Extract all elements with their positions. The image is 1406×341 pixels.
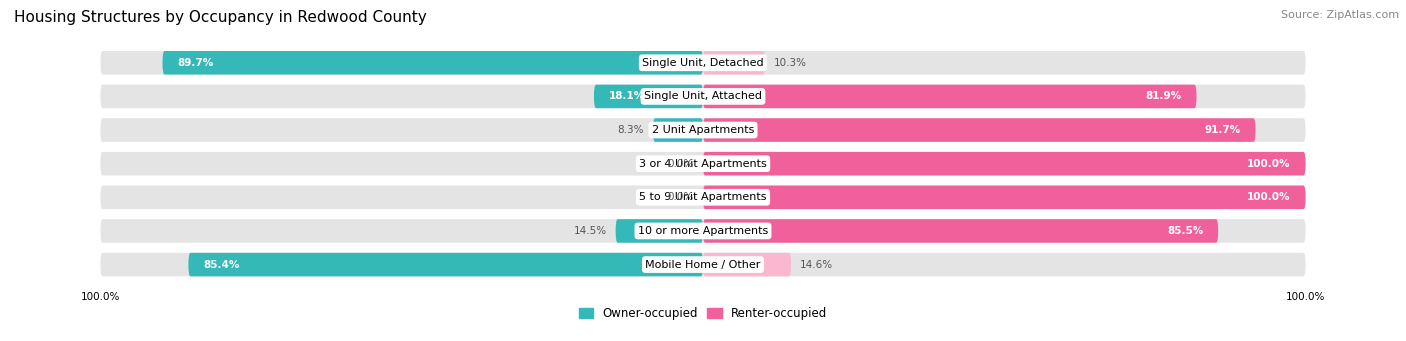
Text: 2 Unit Apartments: 2 Unit Apartments (652, 125, 754, 135)
FancyBboxPatch shape (703, 253, 792, 276)
Text: 100.0%: 100.0% (1247, 192, 1291, 202)
Text: 10 or more Apartments: 10 or more Apartments (638, 226, 768, 236)
FancyBboxPatch shape (100, 152, 1306, 176)
FancyBboxPatch shape (163, 51, 703, 75)
Text: Housing Structures by Occupancy in Redwood County: Housing Structures by Occupancy in Redwo… (14, 10, 427, 25)
FancyBboxPatch shape (188, 253, 703, 276)
Text: 85.5%: 85.5% (1167, 226, 1204, 236)
FancyBboxPatch shape (703, 118, 1256, 142)
FancyBboxPatch shape (100, 186, 1306, 209)
FancyBboxPatch shape (703, 152, 1306, 176)
FancyBboxPatch shape (100, 85, 1306, 108)
Legend: Owner-occupied, Renter-occupied: Owner-occupied, Renter-occupied (574, 302, 832, 325)
Text: Single Unit, Attached: Single Unit, Attached (644, 91, 762, 101)
Text: 85.4%: 85.4% (204, 260, 240, 270)
Text: 100.0%: 100.0% (1247, 159, 1291, 169)
Text: 8.3%: 8.3% (617, 125, 644, 135)
Text: 0.0%: 0.0% (668, 192, 695, 202)
Text: Single Unit, Detached: Single Unit, Detached (643, 58, 763, 68)
Text: 10.3%: 10.3% (775, 58, 807, 68)
Text: 81.9%: 81.9% (1146, 91, 1181, 101)
FancyBboxPatch shape (703, 51, 765, 75)
Text: 14.6%: 14.6% (800, 260, 834, 270)
FancyBboxPatch shape (652, 118, 703, 142)
Text: 89.7%: 89.7% (177, 58, 214, 68)
FancyBboxPatch shape (593, 85, 703, 108)
FancyBboxPatch shape (616, 219, 703, 243)
Text: 3 or 4 Unit Apartments: 3 or 4 Unit Apartments (640, 159, 766, 169)
Text: 91.7%: 91.7% (1205, 125, 1240, 135)
FancyBboxPatch shape (100, 219, 1306, 243)
Text: 14.5%: 14.5% (574, 226, 606, 236)
FancyBboxPatch shape (100, 253, 1306, 276)
FancyBboxPatch shape (100, 51, 1306, 75)
FancyBboxPatch shape (703, 85, 1197, 108)
Text: 18.1%: 18.1% (609, 91, 645, 101)
Text: Source: ZipAtlas.com: Source: ZipAtlas.com (1281, 10, 1399, 20)
Text: Mobile Home / Other: Mobile Home / Other (645, 260, 761, 270)
Text: 0.0%: 0.0% (668, 159, 695, 169)
FancyBboxPatch shape (703, 186, 1306, 209)
FancyBboxPatch shape (100, 118, 1306, 142)
FancyBboxPatch shape (703, 219, 1218, 243)
Text: 5 to 9 Unit Apartments: 5 to 9 Unit Apartments (640, 192, 766, 202)
